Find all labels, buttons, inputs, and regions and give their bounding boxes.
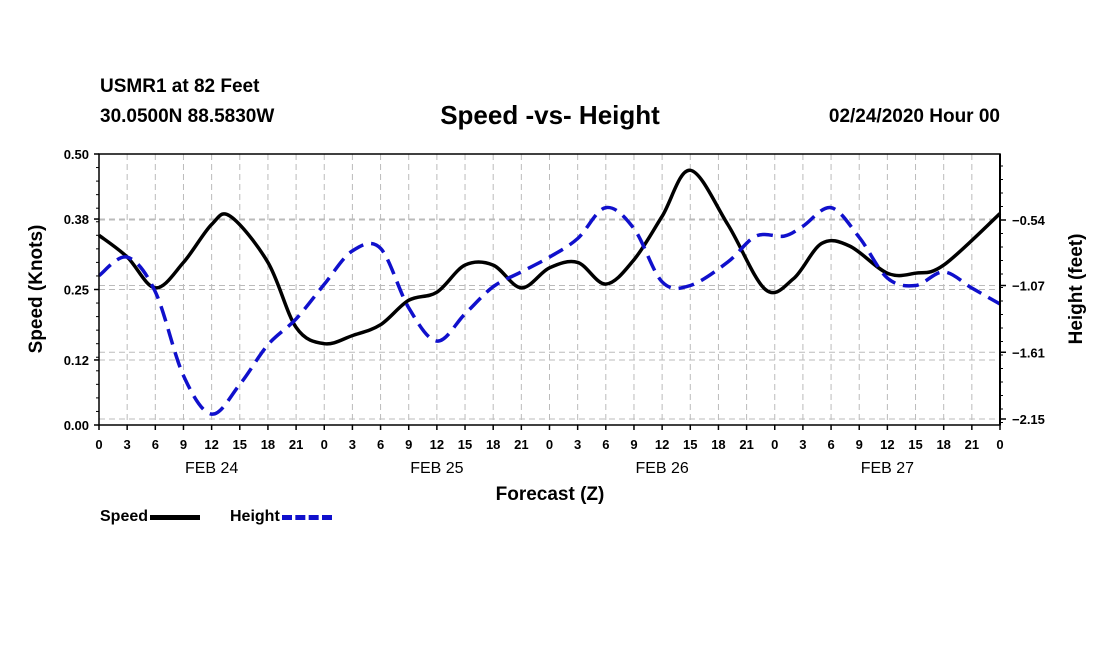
x-tick-label: 12	[204, 437, 218, 452]
x-tick-label: 21	[965, 437, 979, 452]
left-tick-label: 0.12	[64, 353, 89, 368]
x-tick-label: 0	[95, 437, 102, 452]
right-tick-label: −1.61	[1012, 345, 1045, 360]
x-tick-label: 3	[124, 437, 131, 452]
legend-height-label: Height	[230, 508, 280, 525]
x-tick-label: 3	[574, 437, 581, 452]
x-tick-label: 18	[486, 437, 500, 452]
left-tick-label: 0.50	[64, 147, 89, 162]
x-tick-label: 6	[827, 437, 834, 452]
x-tick-label: 9	[856, 437, 863, 452]
left-tick-label: 0.38	[64, 212, 89, 227]
x-axis-title: Forecast (Z)	[496, 484, 605, 505]
x-tick-label: 12	[655, 437, 669, 452]
x-tick-label: 0	[321, 437, 328, 452]
legend-speed-label: Speed	[100, 508, 149, 525]
x-tick-label: 21	[514, 437, 528, 452]
day-label: FEB 25	[410, 460, 463, 477]
x-tick-label: 9	[630, 437, 637, 452]
x-tick-label: 9	[180, 437, 187, 452]
x-tick-label: 0	[546, 437, 553, 452]
x-tick-label: 21	[289, 437, 303, 452]
x-tick-label: 0	[771, 437, 778, 452]
forecast-date: 02/24/2020 Hour 00	[828, 106, 1000, 127]
x-tick-label: 15	[683, 437, 697, 452]
x-tick-label: 6	[377, 437, 384, 452]
x-tick-label: 15	[233, 437, 247, 452]
day-label: FEB 27	[861, 460, 914, 477]
right-tick-label: −2.15	[1012, 412, 1045, 427]
left-axis-title: Speed (Knots)	[26, 225, 47, 354]
x-tick-label: 3	[799, 437, 806, 452]
x-tick-label: 18	[261, 437, 275, 452]
latlon-label: 30.0500N 88.5830W	[100, 106, 275, 127]
x-tick-label: 15	[458, 437, 472, 452]
x-tick-label: 0	[996, 437, 1003, 452]
day-label: FEB 24	[185, 460, 238, 477]
legend-speed: Speed	[100, 508, 201, 526]
x-tick-label: 12	[880, 437, 894, 452]
right-axis-title: Height (feet)	[1066, 234, 1087, 345]
station-label: USMR1 at 82 Feet	[100, 76, 260, 97]
x-tick-label: 9	[405, 437, 412, 452]
x-tick-label: 3	[349, 437, 356, 452]
legend-height: Height	[230, 508, 332, 526]
series-layer	[97, 168, 1002, 416]
right-tick-label: −1.07	[1012, 279, 1045, 294]
axes: 0 3 6 9 12 15 18 21 0 3 6 9 12 15 18 21 0 3 6 9 12 15 18 21 0 3 6 9…	[64, 147, 1046, 477]
grid-lines	[99, 154, 1000, 425]
left-tick-label: 0.25	[64, 283, 89, 298]
x-tick-label: 18	[936, 437, 950, 452]
x-tick-label: 21	[739, 437, 753, 452]
speed-series-line	[97, 168, 1002, 346]
height-series-line	[97, 205, 1001, 416]
x-tick-label: 6	[602, 437, 609, 452]
x-tick-label: 6	[152, 437, 159, 452]
x-tick-label: 12	[430, 437, 444, 452]
right-tick-label: −0.54	[1012, 213, 1046, 228]
x-tick-label: 18	[711, 437, 725, 452]
legend-speed-swatch	[150, 514, 201, 520]
day-label: FEB 26	[635, 460, 688, 477]
x-tick-label: 15	[908, 437, 922, 452]
legend-height-swatch	[281, 514, 332, 520]
left-tick-label: 0.00	[64, 418, 89, 433]
chart-title: Speed -vs- Height	[440, 100, 660, 130]
